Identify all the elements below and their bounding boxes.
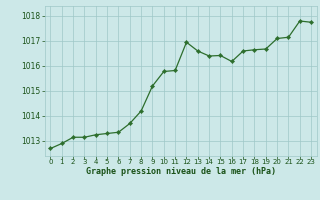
X-axis label: Graphe pression niveau de la mer (hPa): Graphe pression niveau de la mer (hPa) <box>86 167 276 176</box>
